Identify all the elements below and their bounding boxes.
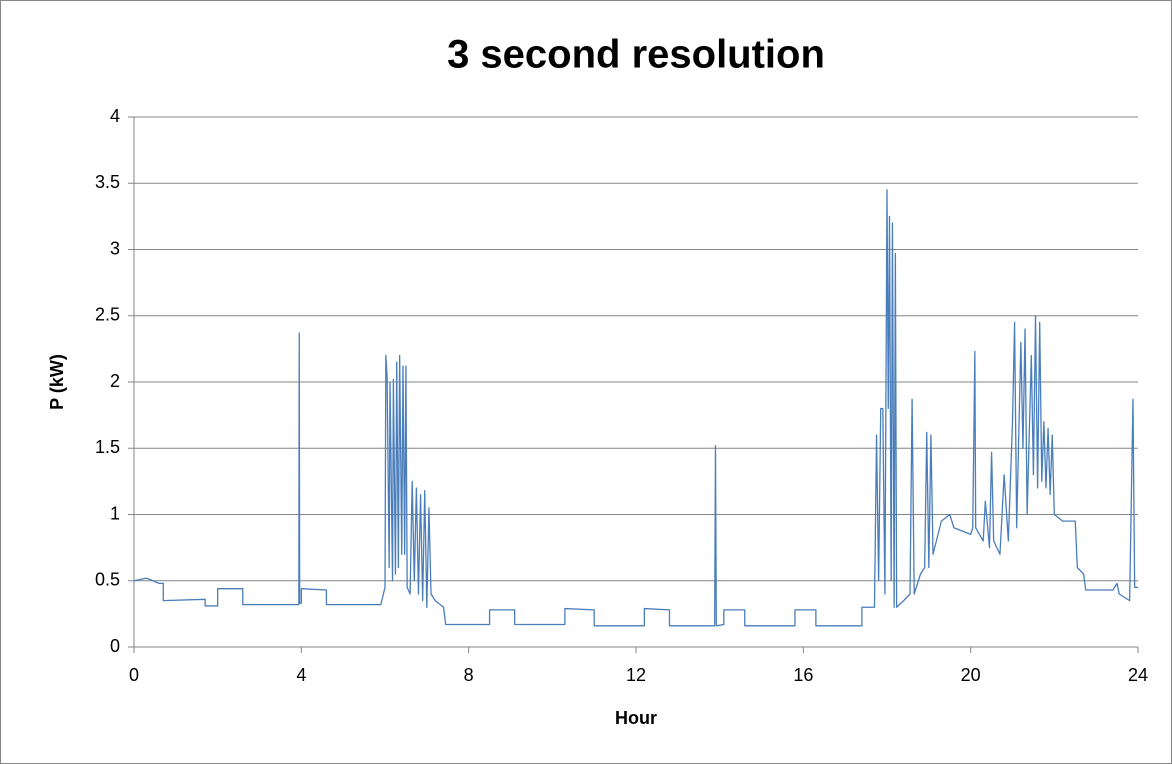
y-axis-label: P (kW): [47, 354, 67, 410]
y-tick-label: 0: [110, 636, 120, 656]
y-tick-label: 3.5: [95, 172, 120, 192]
x-tick-label: 24: [1128, 665, 1148, 685]
y-tick-label: 3: [110, 238, 120, 258]
y-tick-label: 1: [110, 503, 120, 523]
x-tick-label: 0: [129, 665, 139, 685]
x-tick-label: 12: [626, 665, 646, 685]
x-tick-label: 16: [793, 665, 813, 685]
data-line: [133, 189, 1138, 627]
chart-title: 3 second resolution: [447, 33, 825, 77]
y-tick-label: 2: [110, 371, 120, 391]
y-tick-label: 1.5: [95, 437, 120, 457]
x-axis-label: Hour: [615, 708, 657, 728]
y-tick-label: 4: [110, 106, 120, 126]
y-tick-label: 0.5: [95, 570, 120, 590]
x-tick-label: 20: [961, 665, 981, 685]
y-tick-label: 2.5: [95, 305, 120, 325]
x-tick-label: 4: [296, 665, 306, 685]
x-tick-label: 8: [464, 665, 474, 685]
